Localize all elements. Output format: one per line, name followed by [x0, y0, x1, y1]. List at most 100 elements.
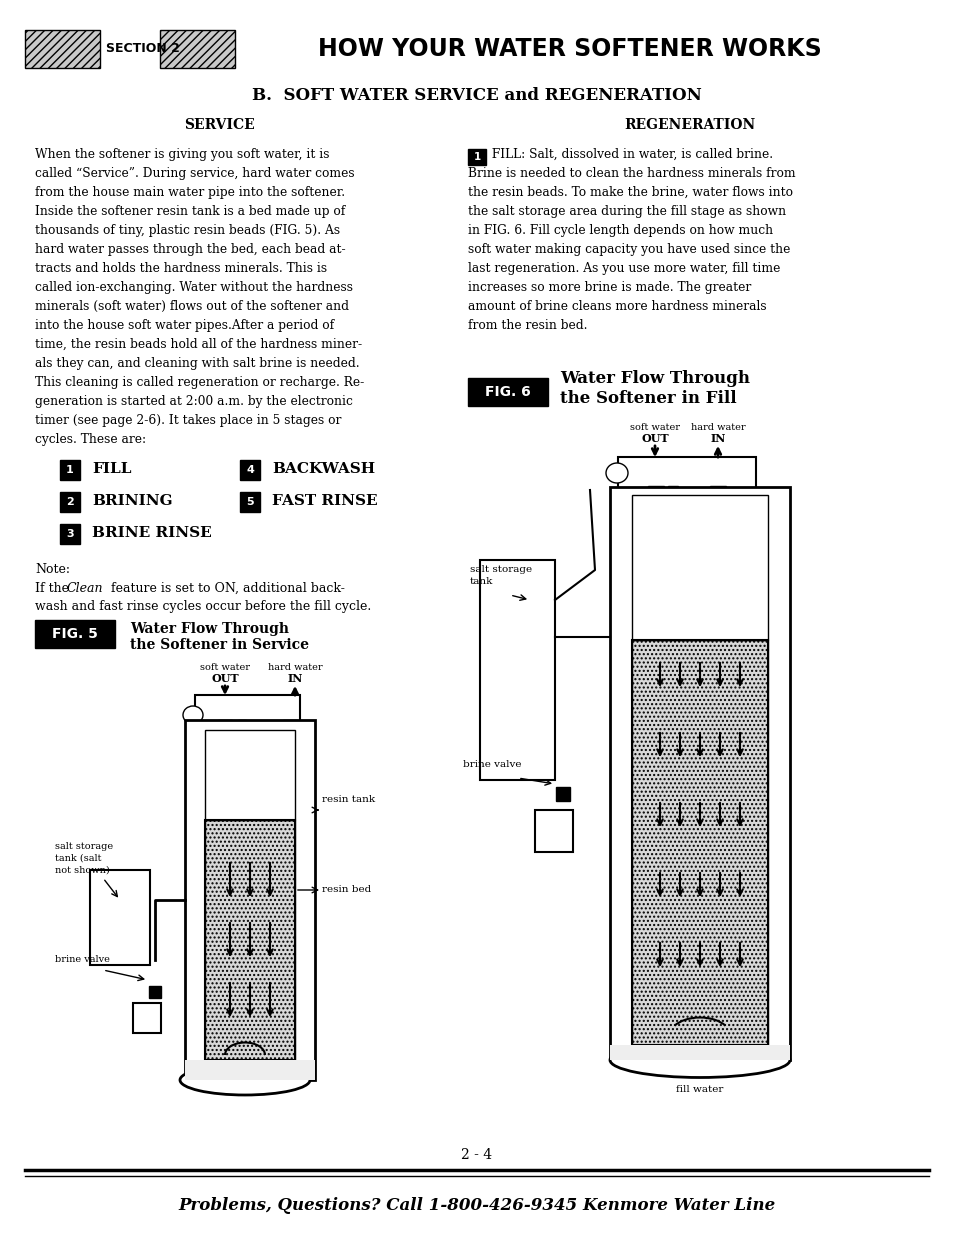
Text: the salt storage area during the fill stage as shown: the salt storage area during the fill st…	[468, 205, 785, 219]
Bar	[194, 695, 299, 722]
Bar	[240, 459, 260, 480]
Text: Brine is needed to clean the hardness minerals from: Brine is needed to clean the hardness mi…	[468, 167, 795, 180]
Text: resin bed: resin bed	[322, 885, 371, 894]
Text: Water Flow Through: Water Flow Through	[130, 622, 289, 636]
Text: OUT: OUT	[640, 433, 668, 445]
Bar	[556, 787, 569, 802]
Bar	[60, 524, 80, 543]
Text: amount of brine cleans more hardness minerals: amount of brine cleans more hardness min…	[468, 300, 766, 312]
Text: salt storage: salt storage	[470, 564, 532, 574]
Text: als they can, and cleaning with salt brine is needed.: als they can, and cleaning with salt bri…	[35, 357, 359, 370]
Bar	[205, 730, 294, 820]
Text: BRINE RINSE: BRINE RINSE	[91, 526, 212, 540]
Bar	[535, 810, 573, 852]
Text: FILL: FILL	[91, 462, 132, 475]
Text: soft water: soft water	[200, 663, 250, 672]
Text: B.  SOFT WATER SERVICE and REGENERATION: B. SOFT WATER SERVICE and REGENERATION	[252, 86, 701, 104]
Bar	[468, 149, 485, 165]
Bar	[709, 487, 725, 521]
Bar	[205, 820, 294, 1060]
Bar	[185, 720, 314, 1079]
Bar	[90, 869, 150, 965]
Text: 3: 3	[66, 529, 73, 538]
Bar	[237, 720, 246, 900]
Text: Inside the softener resin tank is a bed made up of: Inside the softener resin tank is a bed …	[35, 205, 345, 219]
Bar	[609, 1045, 789, 1060]
Bar	[205, 820, 294, 1060]
Text: feature is set to ON, additional back-: feature is set to ON, additional back-	[107, 582, 345, 595]
Text: into the house soft water pipes.After a period of: into the house soft water pipes.After a …	[35, 319, 334, 332]
Text: timer (see page 2-6). It takes place in 5 stages or: timer (see page 2-6). It takes place in …	[35, 414, 341, 427]
Text: from the resin bed.: from the resin bed.	[468, 319, 587, 332]
Bar	[160, 30, 234, 68]
Text: FIG. 5: FIG. 5	[52, 627, 98, 641]
Text: 1: 1	[473, 152, 480, 162]
Bar	[25, 30, 100, 68]
Text: FILL: Salt, dissolved in water, is called brine.: FILL: Salt, dissolved in water, is calle…	[488, 148, 772, 161]
Bar	[185, 1060, 314, 1079]
Text: HOW YOUR WATER SOFTENER WORKS: HOW YOUR WATER SOFTENER WORKS	[317, 37, 821, 61]
Bar	[60, 492, 80, 513]
Text: When the softener is giving you soft water, it is: When the softener is giving you soft wat…	[35, 148, 329, 161]
Bar	[647, 487, 663, 521]
Text: 2 - 4: 2 - 4	[461, 1149, 492, 1162]
Text: brine valve: brine valve	[462, 760, 521, 769]
Bar	[149, 986, 161, 998]
Bar	[35, 620, 115, 648]
Text: tank (salt: tank (salt	[55, 853, 101, 863]
Bar	[609, 487, 789, 1060]
Text: tank: tank	[470, 577, 493, 585]
Text: hard water: hard water	[268, 663, 322, 672]
Bar	[631, 495, 767, 640]
Bar	[218, 720, 232, 750]
Bar	[618, 457, 755, 489]
Text: hard water passes through the bed, each bead at-: hard water passes through the bed, each …	[35, 243, 345, 256]
Bar	[631, 640, 767, 1045]
Text: OUT: OUT	[211, 673, 238, 684]
Text: the Softener in Fill: the Softener in Fill	[559, 390, 736, 408]
Text: brine valve: brine valve	[55, 955, 110, 965]
Bar	[283, 720, 296, 750]
Text: SERVICE: SERVICE	[185, 119, 255, 132]
Text: increases so more brine is made. The greater: increases so more brine is made. The gre…	[468, 282, 750, 294]
Text: last regeneration. As you use more water, fill time: last regeneration. As you use more water…	[468, 262, 780, 275]
Bar	[479, 559, 555, 781]
Text: If the: If the	[35, 582, 73, 595]
Text: resin tank: resin tank	[322, 795, 375, 804]
Text: SECTION 2: SECTION 2	[106, 42, 180, 56]
Ellipse shape	[180, 1065, 310, 1095]
Text: FIG. 6: FIG. 6	[485, 385, 530, 399]
Bar	[667, 487, 678, 697]
Text: Problems, Questions? Call 1-800-426-9345 Kenmore Water Line: Problems, Questions? Call 1-800-426-9345…	[178, 1197, 775, 1214]
Text: 2: 2	[66, 496, 73, 508]
Bar	[631, 640, 767, 1045]
Text: IN: IN	[710, 433, 725, 445]
Text: called ion-exchanging. Water without the hardness: called ion-exchanging. Water without the…	[35, 282, 353, 294]
Text: BACKWASH: BACKWASH	[272, 462, 375, 475]
Text: Clean: Clean	[67, 582, 103, 595]
Text: the Softener in Service: the Softener in Service	[130, 638, 309, 652]
Text: the resin beads. To make the brine, water flows into: the resin beads. To make the brine, wate…	[468, 186, 792, 199]
Text: 4: 4	[246, 466, 253, 475]
Text: thousands of tiny, plastic resin beads (FIG. 5). As: thousands of tiny, plastic resin beads (…	[35, 224, 340, 237]
Text: IN: IN	[287, 673, 302, 684]
Text: hard water: hard water	[690, 424, 744, 432]
Text: tracts and holds the hardness minerals. This is: tracts and holds the hardness minerals. …	[35, 262, 327, 275]
Text: Note:: Note:	[35, 563, 70, 576]
Text: 5: 5	[246, 496, 253, 508]
Text: fill water: fill water	[676, 1086, 723, 1094]
Bar	[468, 378, 547, 406]
Text: FAST RINSE: FAST RINSE	[272, 494, 377, 508]
Text: called “Service”. During service, hard water comes: called “Service”. During service, hard w…	[35, 167, 355, 180]
Bar	[132, 1003, 161, 1032]
Bar	[240, 492, 260, 513]
Ellipse shape	[609, 1042, 789, 1077]
Text: time, the resin beads hold all of the hardness miner-: time, the resin beads hold all of the ha…	[35, 338, 362, 351]
Text: from the house main water pipe into the softener.: from the house main water pipe into the …	[35, 186, 345, 199]
Text: in FIG. 6. Fill cycle length depends on how much: in FIG. 6. Fill cycle length depends on …	[468, 224, 772, 237]
Text: Water Flow Through: Water Flow Through	[559, 370, 749, 387]
Text: soft water making capacity you have used since the: soft water making capacity you have used…	[468, 243, 789, 256]
Bar	[60, 459, 80, 480]
Text: soft water: soft water	[629, 424, 679, 432]
Ellipse shape	[183, 706, 203, 724]
